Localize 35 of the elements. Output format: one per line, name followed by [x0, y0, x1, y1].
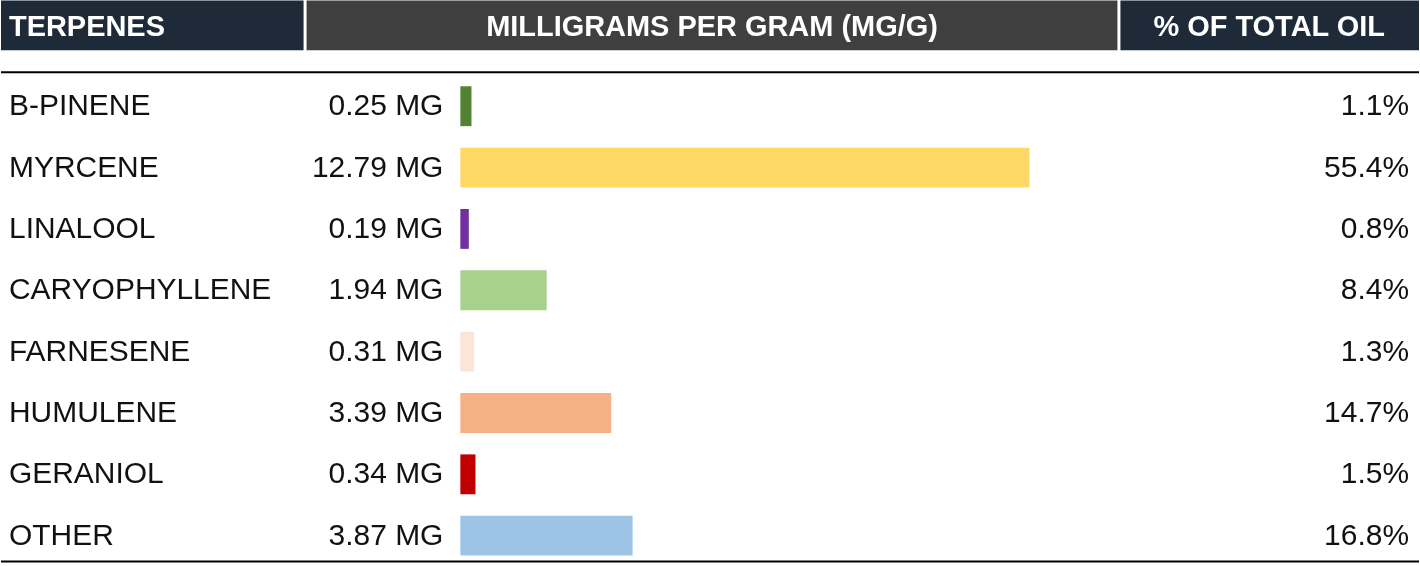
- text: 55.4%: [1324, 149, 1410, 183]
- y-axis-title: TERPENES: [8, 10, 165, 43]
- bar: [460, 454, 476, 495]
- x-axis-title: MILLIGRAMS PER GRAM (MG/G): [486, 10, 938, 43]
- data-label: 1.94 MG: [328, 272, 444, 306]
- y-tick-label: FARNESENE: [8, 333, 191, 367]
- data-label: 0.25 MG: [328, 88, 444, 122]
- bar: [460, 86, 472, 127]
- text: 16.8%: [1324, 517, 1410, 551]
- y-tick-label: B-PINENE: [8, 88, 151, 122]
- y-tick-label: MYRCENE: [8, 149, 159, 183]
- bar: [460, 270, 547, 311]
- data-label: 3.39 MG: [328, 394, 444, 428]
- text: 8.4%: [1340, 272, 1410, 306]
- y-tick-label: GERANIOL: [8, 456, 164, 490]
- bar: [460, 393, 612, 433]
- text: 0.8%: [1340, 210, 1410, 244]
- y2-axis-title: % OF TOTAL OIL: [1153, 10, 1385, 43]
- bar: [460, 331, 475, 372]
- text: 14.7%: [1324, 394, 1410, 428]
- text: 1.3%: [1340, 333, 1410, 367]
- y-tick-label: HUMULENE: [8, 394, 177, 428]
- y-tick-label: LINALOOL: [8, 210, 156, 244]
- bar: [460, 208, 469, 249]
- data-label: 0.19 MG: [328, 210, 444, 244]
- data-label: 12.79 MG: [311, 149, 444, 183]
- y-tick-label: OTHER: [8, 517, 114, 551]
- y-tick-label: CARYOPHYLLENE: [8, 272, 272, 306]
- bar: [460, 147, 1030, 188]
- text: 1.5%: [1340, 456, 1410, 490]
- data-label: 0.34 MG: [328, 456, 444, 490]
- text: 1.1%: [1340, 88, 1410, 122]
- data-label: 3.87 MG: [328, 517, 444, 551]
- data-label: 0.31 MG: [328, 333, 444, 367]
- bar: [460, 515, 633, 556]
